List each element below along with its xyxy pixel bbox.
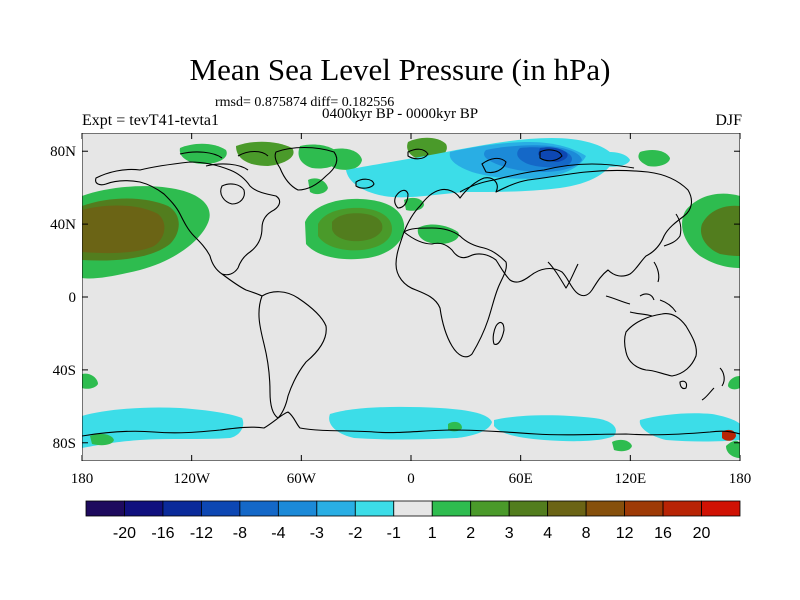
antarctic-positive-1 — [90, 433, 114, 446]
colorbar-box-10 — [470, 500, 510, 517]
axis-ticks — [81, 133, 741, 461]
colorbar-box-3 — [201, 500, 241, 517]
coastline-australia — [623, 313, 697, 377]
coastline-philippines — [653, 261, 660, 283]
x-tick-label-6: 180 — [729, 471, 752, 487]
colorbar-label-8: 1 — [428, 525, 437, 542]
colorbar-box-12 — [547, 500, 587, 517]
colorbar-label-3: -8 — [233, 525, 247, 542]
chart-title: Mean Sea Level Pressure (in hPa) — [189, 52, 611, 87]
western-arctic-anomaly — [638, 150, 670, 167]
colorbar-box-16 — [701, 500, 741, 517]
coastline-africa — [395, 227, 507, 358]
colorbar-label-11: 4 — [543, 525, 552, 542]
x-tick-label-2: 60W — [287, 471, 317, 487]
colorbar-box-0 — [85, 500, 125, 517]
x-tick-label-4: 60E — [509, 471, 533, 487]
coastline-madagascar — [492, 321, 505, 345]
south-pacific-anomaly-east — [728, 376, 740, 390]
colorbar-label-14: 16 — [654, 525, 672, 542]
colorbar-box-7 — [354, 500, 395, 517]
axis-tick-labels: 180 120W 60W 0 60E 120E 180 80N 40N 0 40S 80S — [50, 144, 751, 487]
experiment-label: Expt = tevT41-tevta1 — [82, 112, 219, 129]
colorbar-box-5 — [277, 500, 318, 517]
mediterranean-anomaly — [417, 224, 459, 244]
colorbar-label-12: 8 — [582, 525, 591, 542]
stats-label: rmsd= 0.875874 diff= 0.182556 — [215, 95, 395, 110]
colorbar-label-7: -1 — [387, 525, 401, 542]
coastline-central-america — [221, 273, 263, 297]
x-tick-label-0: 180 — [71, 471, 94, 487]
southern-ocean-low-1 — [82, 407, 244, 448]
colorbar-box-9 — [431, 500, 472, 517]
coastline-new-zealand — [701, 367, 725, 401]
north-pacific-anomaly-east-core — [700, 205, 740, 256]
east-arctic-anomaly — [594, 152, 630, 167]
antarctic-positive-5 — [612, 439, 632, 452]
y-tick-label-1: 40N — [50, 217, 76, 233]
coastline-svalbard — [407, 148, 429, 160]
colorbar-label-0: -20 — [113, 525, 136, 542]
season-label: DJF — [715, 112, 742, 129]
colorbar-label-6: -2 — [348, 525, 362, 542]
map-plot — [82, 133, 740, 461]
colorbar-label-4: -4 — [271, 525, 285, 542]
coastline-greenland — [274, 146, 338, 191]
colorbar-box-2 — [162, 500, 202, 517]
coastline-iceland — [355, 178, 375, 189]
x-tick-label-1: 120W — [173, 471, 211, 487]
y-tick-label-0: 80N — [50, 144, 76, 160]
antarctic-positive-3 — [726, 440, 740, 458]
colorbar-box-15 — [662, 500, 702, 517]
colorbar-box-6 — [316, 500, 356, 517]
coastline-antarctica — [82, 411, 740, 437]
colorbar-box-1 — [124, 500, 164, 517]
north-atlantic-anomaly-max — [332, 213, 383, 242]
coastline-north-america — [95, 161, 281, 276]
coastline-uk — [394, 189, 409, 209]
coastline-eurasia — [403, 169, 693, 297]
south-pacific-anomaly — [82, 373, 98, 389]
colorbar-box-4 — [239, 500, 279, 517]
coastlines — [82, 146, 740, 437]
coastline-south-america — [258, 291, 327, 419]
x-tick-label-5: 120E — [614, 471, 646, 487]
antarctic-positive-2 — [448, 421, 462, 432]
southern-ocean-low-2 — [329, 406, 492, 440]
coastline-japan — [663, 213, 682, 247]
colorbar-label-5: -3 — [310, 525, 324, 542]
colorbar-label-15: 20 — [693, 525, 711, 542]
colorbar-label-9: 2 — [466, 525, 475, 542]
y-tick-label-4: 80S — [53, 436, 76, 452]
colorbar-label-10: 3 — [505, 525, 514, 542]
colorbar-label-1: -16 — [151, 525, 174, 542]
period-label: 0400kyr BP - 0000kyr BP — [322, 106, 479, 122]
colorbar-box-11 — [508, 500, 549, 517]
colorbar-box-13 — [585, 500, 625, 517]
coastline-hudson-bay — [220, 183, 245, 205]
coastline-arctic-islands — [179, 150, 269, 171]
y-tick-label-2: 0 — [69, 290, 77, 306]
colorbar-label-2: -12 — [190, 525, 213, 542]
coastline-novaya-zemlya — [481, 157, 507, 174]
coastline-severnaya — [539, 149, 563, 162]
north-pacific-anomaly-west-max — [82, 205, 165, 254]
colorbar-box-8 — [393, 500, 433, 517]
coastline-indonesia — [605, 293, 677, 317]
colorbar: -20 -16 -12 -8 -4 -3 -2 -1 1 2 3 4 8 12 16 20 — [85, 500, 741, 542]
north-atlantic-small-anomaly — [308, 178, 328, 195]
coastline-siberia-north — [459, 163, 635, 193]
y-tick-label-3: 40S — [53, 363, 76, 379]
coastline-tasmania — [679, 380, 688, 390]
x-tick-label-3: 0 — [407, 471, 415, 487]
colorbar-box-14 — [624, 500, 664, 517]
colorbar-label-13: 12 — [616, 525, 634, 542]
greenland-anomaly — [179, 143, 227, 164]
eurasia-low-anomaly-5 — [538, 147, 568, 162]
coastline-india — [547, 261, 579, 289]
